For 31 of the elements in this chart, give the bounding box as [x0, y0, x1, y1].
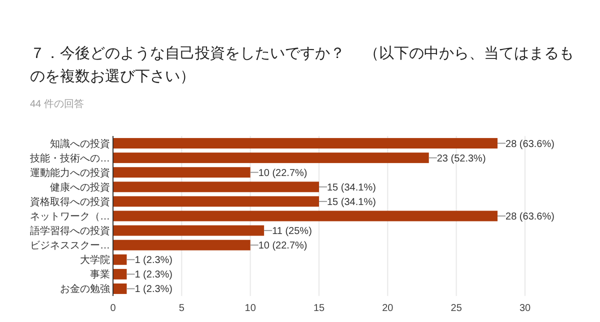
data-label: 10 (22.7%): [258, 240, 308, 252]
x-tick-label: 10: [244, 303, 256, 314]
data-label: 11 (25%): [272, 226, 312, 238]
y-tick-label: ネットワーク（…: [30, 212, 110, 222]
x-tick-label: 30: [519, 303, 531, 314]
subtitle: 44 件の回答: [30, 99, 84, 110]
x-tick-label: 15: [313, 303, 325, 314]
data-label: 15 (34.1%): [327, 182, 376, 194]
data-label: 28 (63.6%): [506, 212, 554, 222]
data-label: 10 (22.7%): [258, 168, 308, 179]
y-tick-label: 技能・技術への…: [29, 152, 110, 164]
y-tick-label: 事業: [90, 268, 110, 281]
x-tick-label: 25: [450, 303, 462, 314]
y-tick-label: 資格取得への投資: [30, 196, 110, 208]
y-tick-label: 知識への投資: [50, 138, 110, 150]
data-label: 1 (2.3%): [134, 284, 173, 296]
y-tick-label: 運動能力への投資: [30, 166, 110, 179]
y-tick-label: 語学習得への投資: [30, 225, 110, 238]
y-tick-label: ビジネススクー…: [30, 240, 110, 252]
data-label: 15 (34.1%): [327, 196, 376, 208]
x-tick-label: 20: [382, 303, 394, 314]
x-tick-label: 0: [110, 303, 116, 314]
data-label: 1 (2.3%): [134, 270, 173, 281]
data-label: 1 (2.3%): [134, 255, 173, 266]
data-label: 28 (63.6%): [506, 138, 554, 150]
title: ７．今後どのような自己投資をしたいですか？ （以下の中から、当てはまるものを複数お選び下さい）: [30, 45, 574, 85]
data-label: 23 (52.3%): [436, 153, 486, 164]
y-tick-label: お金の勉強: [60, 283, 110, 296]
y-tick-label: 健康への投資: [50, 181, 110, 194]
y-tick-label: 大学院: [80, 254, 110, 266]
x-tick-label: 5: [178, 303, 185, 314]
